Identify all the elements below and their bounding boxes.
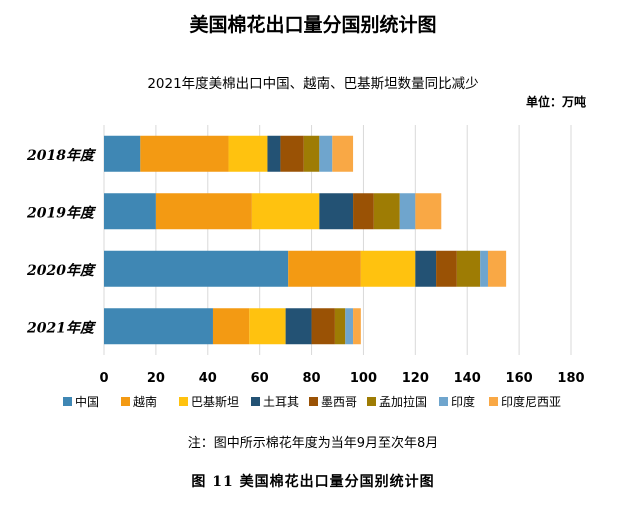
y-category-label: 2019年度	[26, 204, 97, 221]
stacked-bar-chart: 0 20 40 60 80 100 120 140 160 180 2018年度 2019年度 2020…	[26, 125, 585, 409]
x-tick-label: 180	[557, 371, 584, 386]
figure-caption: 图 11 美国棉花出口量分国别统计图	[191, 474, 435, 490]
bar-segment	[415, 193, 442, 230]
bar-segment	[303, 135, 320, 172]
legend-swatch	[63, 397, 72, 406]
y-category-label: 2018年度	[26, 147, 97, 164]
legend-swatch	[179, 397, 188, 406]
bar-segment	[319, 135, 333, 172]
chart-title: 美国棉花出口量分国别统计图	[189, 14, 437, 36]
bar-segment	[353, 193, 374, 230]
y-category-label: 2020年度	[26, 262, 97, 279]
x-tick-label: 80	[303, 371, 321, 386]
bar-segment	[456, 250, 481, 287]
legend-label: 巴基斯坦	[191, 395, 239, 409]
x-tick-label: 60	[251, 371, 269, 386]
legend-swatch	[251, 397, 260, 406]
legend-swatch	[121, 397, 130, 406]
bar-segment	[288, 250, 361, 287]
bar-segment	[140, 135, 229, 172]
bar-segment	[487, 250, 507, 287]
legend-swatch	[439, 397, 448, 406]
chart-subtitle: 2021年度美棉出口中国、越南、巴基斯坦数量同比减少	[147, 76, 479, 92]
x-tick-label: 20	[147, 371, 165, 386]
x-tick-label: 40	[199, 371, 217, 386]
legend-swatch	[489, 397, 498, 406]
bar-segment	[104, 308, 213, 345]
legend-swatch	[367, 397, 376, 406]
chart-note: 注：图中所示棉花年度为当年9月至次年8月	[187, 436, 439, 451]
legend-label: 墨西哥	[321, 395, 357, 409]
legend-label: 印度	[451, 394, 475, 409]
bar-segment	[104, 250, 289, 287]
x-tick-label: 100	[350, 371, 377, 386]
bar-segment	[249, 308, 286, 345]
legend-swatch	[309, 397, 318, 406]
bar-segment	[360, 250, 416, 287]
x-tick-label: 0	[99, 371, 108, 386]
bar-segment	[267, 135, 281, 172]
legend-label: 中国	[75, 394, 99, 409]
bar-segment	[228, 135, 268, 172]
bar-segment	[345, 308, 354, 345]
bar-segment	[155, 193, 252, 230]
unit-label: 单位：万吨	[525, 95, 586, 109]
bar-segment	[311, 308, 335, 345]
bar-segment	[104, 135, 141, 172]
legend-label: 越南	[133, 394, 157, 409]
y-category-label: 2021年度	[26, 319, 97, 336]
bar-segment	[353, 308, 361, 345]
bar-segment	[415, 250, 437, 287]
x-tick-label: 120	[402, 371, 429, 386]
bar-segment	[373, 193, 400, 230]
bar-segment	[334, 308, 346, 345]
legend-label: 印度尼西亚	[501, 394, 561, 409]
bar-segment	[285, 308, 312, 345]
bar-segment	[399, 193, 416, 230]
bar-segment	[212, 308, 250, 345]
x-tick-label: 140	[454, 371, 481, 386]
bar-segment	[280, 135, 304, 172]
bar-segment	[319, 193, 354, 230]
bar-segment	[480, 250, 488, 287]
bar-segment	[251, 193, 320, 230]
legend-label: 土耳其	[263, 395, 299, 409]
bar-segment	[104, 193, 156, 230]
bar-segment	[436, 250, 457, 287]
x-tick-label: 160	[506, 371, 533, 386]
legend-label: 孟加拉国	[379, 394, 427, 409]
bar-segment	[332, 135, 354, 172]
